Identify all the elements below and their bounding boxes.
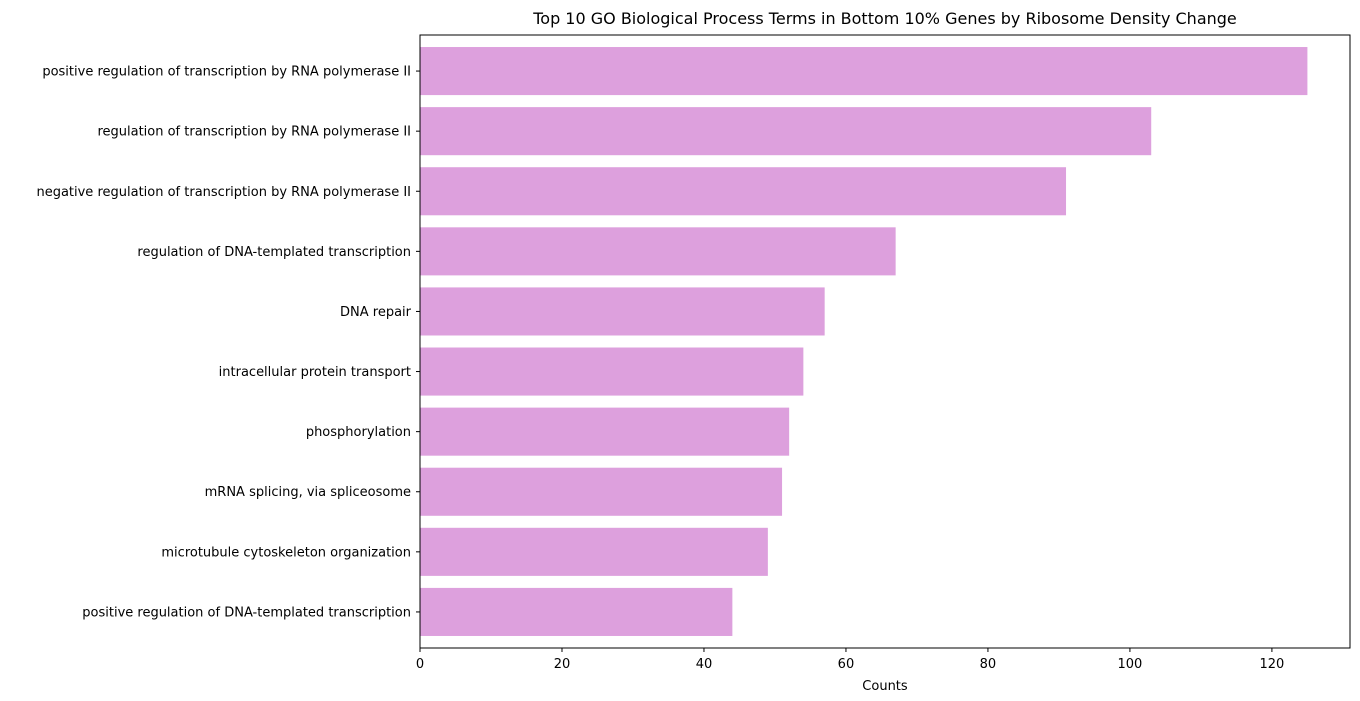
bar-8 <box>420 527 768 576</box>
x-tick-label-0: 0 <box>416 657 424 672</box>
plot-frame <box>419 34 1351 649</box>
y-tick-label-4: DNA repair <box>340 305 412 320</box>
bar-5 <box>420 347 804 396</box>
bar-9 <box>420 587 733 636</box>
bar-0 <box>420 47 1308 96</box>
x-tick-label-1: 20 <box>554 657 571 672</box>
y-axis-ticks: positive regulation of transcription by … <box>36 65 420 620</box>
bar-7 <box>420 467 783 516</box>
x-tick-label-2: 40 <box>696 657 713 672</box>
chart-title: Top 10 GO Biological Process Terms in Bo… <box>532 9 1237 28</box>
y-tick-label-2: negative regulation of transcription by … <box>36 185 411 200</box>
bar-4 <box>420 287 825 336</box>
y-tick-label-1: regulation of transcription by RNA polym… <box>97 125 411 140</box>
y-tick-label-5: intracellular protein transport <box>219 365 411 380</box>
x-axis-ticks: 0 20 40 60 80 100 120 <box>416 648 1284 672</box>
y-tick-label-6: phosphorylation <box>306 425 411 440</box>
x-tick-label-3: 60 <box>838 657 855 672</box>
bar-3 <box>420 227 896 276</box>
x-tick-label-6: 120 <box>1259 657 1284 672</box>
y-tick-label-9: positive regulation of DNA-templated tra… <box>82 605 411 620</box>
y-tick-label-3: regulation of DNA-templated transcriptio… <box>137 245 411 260</box>
y-tick-label-0: positive regulation of transcription by … <box>42 65 411 80</box>
y-tick-label-8: microtubule cytoskeleton organization <box>161 545 411 560</box>
bars-group <box>420 47 1308 636</box>
bar-6 <box>420 407 790 456</box>
x-axis-label: Counts <box>862 679 908 694</box>
x-tick-label-4: 80 <box>980 657 997 672</box>
y-tick-label-7: mRNA splicing, via spliceosome <box>205 485 411 500</box>
bar-1 <box>420 107 1152 156</box>
x-tick-label-5: 100 <box>1118 657 1143 672</box>
bar-2 <box>420 167 1067 216</box>
